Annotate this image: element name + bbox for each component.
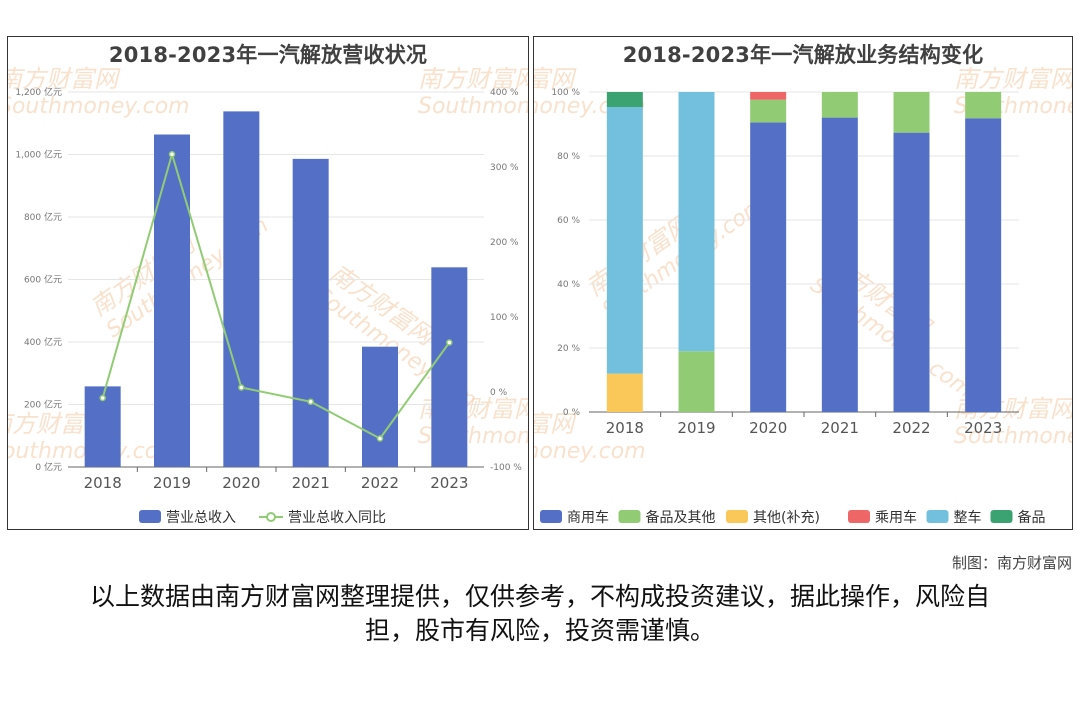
structure-chart-panel: 2018-2023年一汽解放业务结构变化 南方财富网Southmoney.com… <box>533 36 1073 530</box>
stack-seg-2023-0 <box>965 118 1002 413</box>
y-tick-label: 80 % <box>557 152 580 162</box>
legend-swatch-yoy-dot <box>266 512 276 522</box>
y-right-tick-label: 300 % <box>490 163 519 173</box>
legend-swatch-2 <box>726 510 748 523</box>
stack-seg-2020-1 <box>750 99 787 123</box>
legend-label-revenue: 营业总收入 <box>166 510 236 526</box>
legend-swatch-0 <box>540 510 562 523</box>
stack-seg-2018-4 <box>606 107 643 374</box>
y-left-tick-label: 800 亿元 <box>24 211 62 223</box>
stack-seg-2020-0 <box>750 122 787 413</box>
revenue-chart-title: 2018-2023年一汽解放营收状况 <box>108 43 428 67</box>
y-left-tick-label: 400 亿元 <box>24 336 62 348</box>
x-tick-label: 2021 <box>292 474 330 492</box>
y-right-tick-label: 200 % <box>490 238 519 248</box>
yoy-point-2019 <box>168 151 176 158</box>
revenue-bar-2019 <box>154 134 190 467</box>
x-tick-label: 2023 <box>964 419 1002 437</box>
x-tick-label: 2018 <box>606 419 644 437</box>
stack-seg-2018-2 <box>606 373 643 412</box>
revenue-chart-svg: 南方财富网Southmoney.com南方财富网Southmoney.com南方… <box>8 65 528 526</box>
revenue-bar-2023 <box>431 267 468 467</box>
disclaimer-text: 以上数据由南方财富网整理提供，仅供参考，不构成投资建议，据此操作，风险自担，股市… <box>89 582 990 645</box>
legend: 营业总收入 营业总收入同比 <box>139 510 386 526</box>
legend-label-1: 备品及其他 <box>646 509 716 526</box>
x-tick-label: 2018 <box>84 474 122 492</box>
y-tick-label: 40 % <box>557 280 580 290</box>
watermark-cn-text: 南方财富网 <box>954 65 1072 93</box>
legend-label-5: 备品 <box>1018 509 1046 526</box>
x-tick-label: 2019 <box>153 474 191 492</box>
stack-seg-2022-0 <box>893 132 930 412</box>
stack-seg-2019-4 <box>678 92 715 352</box>
x-tick-label: 2020 <box>749 419 787 437</box>
y-left-tick-label: 600 亿元 <box>24 274 62 286</box>
y-tick-label: 0 % <box>563 408 581 418</box>
y-left-tick-label: 1,200 亿元 <box>15 86 62 98</box>
structure-chart-title: 2018-2023年一汽解放业务结构变化 <box>622 43 984 67</box>
legend-label-3: 乘用车 <box>875 509 917 526</box>
x-tick-label: 2022 <box>892 419 930 437</box>
stack-seg-2020-3 <box>750 92 787 100</box>
legend-swatch-5 <box>990 510 1013 523</box>
stack-seg-2021-1 <box>821 92 858 118</box>
legend-label-0: 商用车 <box>567 509 609 526</box>
y-right-tick-label: 0 % <box>490 388 508 398</box>
watermark-cn-text: 南方财富网 <box>8 65 121 93</box>
revenue-bar-2020 <box>223 111 260 467</box>
stack-seg-2021-0 <box>821 117 858 412</box>
y-left-tick-label: 200 亿元 <box>24 399 62 411</box>
yoy-point-2022 <box>376 435 384 442</box>
yoy-line <box>101 150 451 440</box>
y-right-tick-label: 100 % <box>490 313 519 323</box>
y-right-tick-label: -100 % <box>490 463 522 473</box>
y-left-tick-label: 0 亿元 <box>35 461 62 473</box>
watermark-cn-text: 南方财富网 <box>534 410 577 438</box>
legend-swatch-3 <box>848 510 870 523</box>
stack-seg-2022-1 <box>893 92 930 133</box>
y-right-tick-label: 400 % <box>490 88 519 98</box>
revenue-chart-panel: 2018-2023年一汽解放营收状况 南方财富网 Southmoney.com 南方… <box>7 36 529 530</box>
legend-label-4: 整车 <box>954 509 982 526</box>
x-tick-label: 2019 <box>677 419 715 437</box>
y-left-tick-label: 1,000 亿元 <box>15 149 62 161</box>
watermark-en-text: Southmoney.com <box>954 424 1072 449</box>
watermark-en-text: Southmoney.com <box>8 94 190 119</box>
watermark-cn-text: 南方财富网 <box>418 65 528 93</box>
legend: 商用车 备品及其他 其他(补充) 乘用车 整车 备品 <box>540 509 1046 526</box>
watermark-en-text: Southmoney.com <box>534 439 646 464</box>
legend-swatch-revenue <box>139 510 161 523</box>
stack-seg-2023-1 <box>965 92 1002 119</box>
stack-seg-2018-5 <box>606 92 643 108</box>
legend-swatch-4 <box>926 510 949 523</box>
y-tick-label: 60 % <box>557 216 580 226</box>
y-tick-label: 100 % <box>551 88 580 98</box>
x-tick-label: 2022 <box>361 474 399 492</box>
yoy-point-2020 <box>238 384 245 391</box>
yoy-point-2021 <box>307 398 314 405</box>
legend-label-2: 其他(补充) <box>753 510 820 526</box>
revenue-bar-2022 <box>362 346 398 467</box>
yoy-point-2023 <box>446 339 453 346</box>
watermark-cn-text: 南方财富网 <box>534 65 577 93</box>
legend-label-yoy: 营业总收入同比 <box>288 510 386 526</box>
watermark-en-text: Southmoney.com <box>418 94 528 119</box>
x-tick-label: 2021 <box>821 419 859 437</box>
stack-seg-2019-1 <box>678 351 715 412</box>
chart-credit: 制图：南方财富网 <box>951 554 1072 572</box>
revenue-bar-2021 <box>292 158 329 467</box>
y-tick-label: 20 % <box>557 344 580 354</box>
legend-swatch-1 <box>618 510 641 523</box>
x-tick-label: 2020 <box>222 474 260 492</box>
structure-chart-svg: 南方财富网Southmoney.com南方财富网Southmoney.com南方… <box>534 65 1072 526</box>
x-tick-label: 2023 <box>430 474 468 492</box>
yoy-point-2018 <box>99 394 106 402</box>
